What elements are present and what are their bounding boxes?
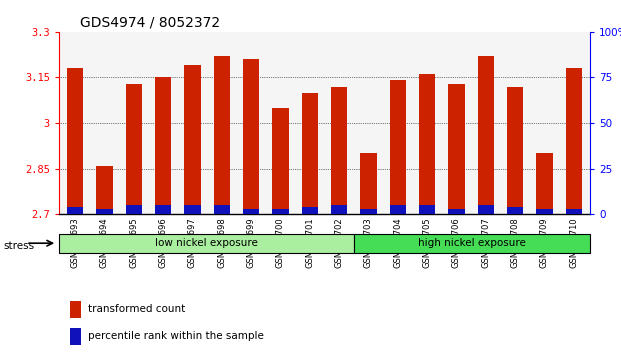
- Bar: [302, 207, 318, 214]
- Bar: [566, 209, 582, 214]
- Bar: [360, 153, 376, 214]
- Bar: [155, 78, 171, 214]
- Bar: [448, 84, 465, 214]
- Bar: [155, 205, 171, 214]
- Bar: [419, 74, 435, 214]
- Bar: [331, 86, 347, 214]
- Bar: [507, 86, 524, 214]
- Bar: [67, 207, 83, 214]
- Bar: [59, 234, 354, 253]
- Bar: [273, 108, 289, 214]
- Bar: [390, 80, 406, 214]
- Bar: [331, 205, 347, 214]
- Text: percentile rank within the sample: percentile rank within the sample: [88, 331, 265, 341]
- Bar: [243, 59, 259, 214]
- Bar: [360, 209, 376, 214]
- Bar: [243, 209, 259, 214]
- Bar: [125, 205, 142, 214]
- Text: GDS4974 / 8052372: GDS4974 / 8052372: [80, 15, 220, 29]
- Bar: [419, 205, 435, 214]
- Text: high nickel exposure: high nickel exposure: [418, 238, 526, 249]
- Bar: [537, 209, 553, 214]
- Bar: [70, 301, 81, 318]
- Bar: [507, 207, 524, 214]
- Bar: [214, 56, 230, 214]
- Bar: [67, 68, 83, 214]
- Bar: [70, 328, 81, 345]
- Bar: [478, 205, 494, 214]
- Bar: [184, 65, 201, 214]
- Bar: [125, 84, 142, 214]
- Bar: [96, 209, 112, 214]
- Bar: [184, 205, 201, 214]
- Bar: [390, 205, 406, 214]
- Bar: [448, 209, 465, 214]
- Bar: [478, 56, 494, 214]
- Text: transformed count: transformed count: [88, 304, 186, 314]
- Bar: [302, 93, 318, 214]
- Text: low nickel exposure: low nickel exposure: [155, 238, 258, 249]
- Bar: [537, 153, 553, 214]
- Bar: [96, 166, 112, 214]
- Bar: [566, 68, 582, 214]
- Text: stress: stress: [3, 241, 34, 251]
- Bar: [214, 205, 230, 214]
- Bar: [354, 234, 590, 253]
- Bar: [273, 209, 289, 214]
